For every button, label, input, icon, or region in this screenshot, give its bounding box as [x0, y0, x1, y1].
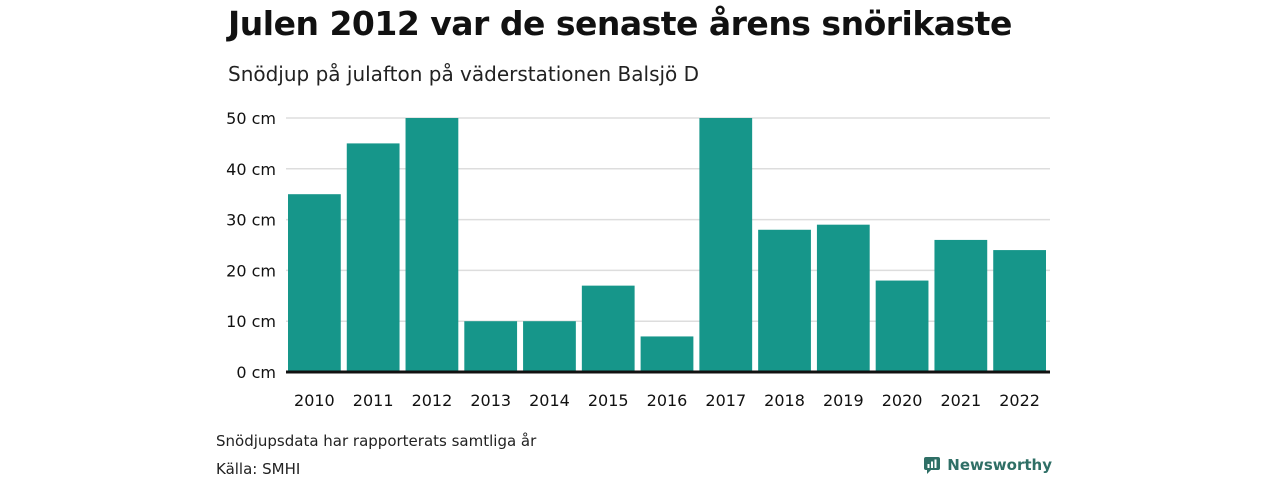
x-tick-label: 2017 [705, 391, 746, 410]
bar [934, 239, 988, 372]
bar [816, 224, 870, 372]
bar [464, 321, 518, 372]
x-tick-label: 2022 [999, 391, 1040, 410]
x-tick-label: 2012 [412, 391, 453, 410]
y-tick-label: 30 cm [226, 211, 276, 230]
chart-subtitle: Snödjup på julafton på väderstationen Ba… [228, 62, 700, 86]
bar [699, 118, 753, 372]
data-note: Snödjupsdata har rapporterats samtliga å… [216, 432, 537, 450]
y-tick-label: 50 cm [226, 109, 276, 128]
bar [346, 143, 400, 372]
chart-title: Julen 2012 var de senaste årens snörikas… [228, 4, 1012, 43]
x-tick-label: 2010 [294, 391, 335, 410]
bar [581, 285, 635, 372]
x-tick-label: 2019 [823, 391, 864, 410]
x-tick-label: 2013 [470, 391, 511, 410]
x-tick-label: 2021 [940, 391, 981, 410]
bar [288, 194, 341, 372]
brand-name: Newsworthy [947, 456, 1052, 474]
x-tick-label: 2018 [764, 391, 805, 410]
brand-logo: Newsworthy [923, 456, 1052, 474]
bar [405, 118, 459, 372]
bar [758, 229, 811, 372]
bar [875, 280, 929, 372]
bar-chart: 0 cm 10 cm 20 cm 30 cm 40 cm 50 cm 2010 2011 201… [226, 109, 1050, 410]
bar [993, 250, 1046, 372]
x-tick-label: 2014 [529, 391, 570, 410]
source-label: Källa: SMHI [216, 460, 301, 478]
newsworthy-icon [924, 457, 941, 474]
y-tick-label: 10 cm [226, 312, 276, 331]
x-tick-label: 2015 [588, 391, 629, 410]
x-tick-label: 2011 [353, 391, 394, 410]
x-tick-label: 2020 [882, 391, 923, 410]
y-tick-label: 0 cm [236, 363, 276, 382]
y-tick-label: 40 cm [226, 160, 276, 179]
y-tick-label: 20 cm [226, 261, 276, 280]
bar [640, 336, 694, 372]
bar [523, 321, 576, 372]
x-tick-label: 2016 [647, 391, 688, 410]
